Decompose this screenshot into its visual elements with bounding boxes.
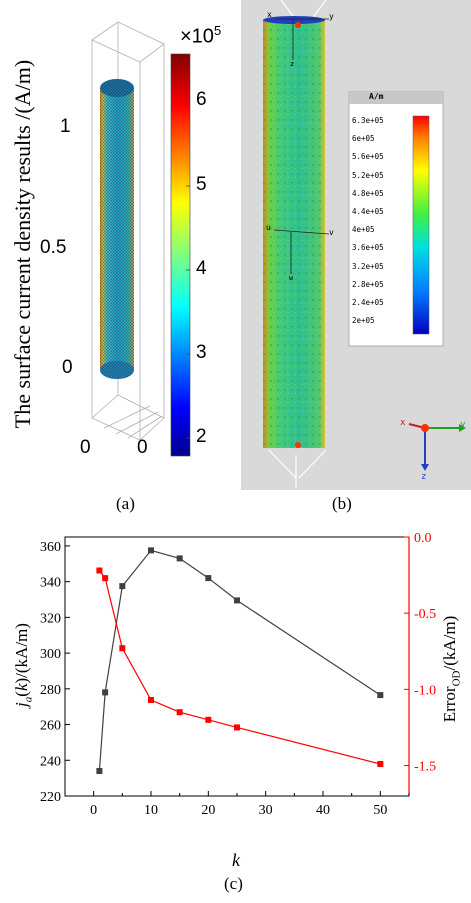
legend-colorbar-b: [412, 115, 430, 335]
axis-label-mid-v: v: [329, 228, 334, 237]
triad-label-x: x: [400, 418, 406, 428]
series-line-1: [98, 549, 381, 772]
caption-c: (c): [224, 874, 243, 893]
caption-b: (b): [332, 494, 352, 513]
series-2-point: [102, 575, 109, 582]
axis-triad: [408, 423, 466, 471]
colorbar-a-ticks: [186, 100, 190, 439]
series-2-point: [377, 761, 384, 768]
caption-a: (a): [116, 494, 135, 513]
y-left-tick-label: 320: [40, 611, 61, 626]
panel-a-bottom-tick-1: 0: [80, 437, 91, 458]
legend-value: 6.3e+05: [352, 116, 384, 125]
plot-frame: [64, 536, 410, 797]
legend-title-b: A/m: [369, 92, 384, 101]
legend-value: 3.2e+05: [352, 261, 384, 271]
y-left-tick-label: 280: [40, 683, 61, 698]
panel-a-ylabel: The surface current density results /(A/…: [10, 59, 35, 429]
y-right-tick-label: -1.5: [414, 760, 436, 775]
panel-a-tick-1: 1: [60, 116, 71, 137]
colorbar-tick-5: 5: [196, 174, 207, 195]
legend-title-bar: [349, 92, 443, 104]
chart-xlabel: k: [232, 850, 240, 870]
y-left-tick-label: 300: [40, 647, 61, 662]
series-line-2: [98, 570, 381, 765]
chart-ylabel-right: ErrorOD/(kA/m): [440, 615, 463, 723]
y-left-tick-label: 240: [40, 754, 61, 769]
series-1-point: [176, 555, 183, 562]
panel-b: A/m 6.3e+05 6e+05 5.6e+05 5.2e+05 4.8e+0…: [241, 0, 471, 490]
series-1-point: [96, 767, 103, 774]
panel-a-figure: [91, 21, 191, 457]
panel-a-tick-0: 0: [62, 357, 73, 378]
panel-a-tick-05: 0.5: [40, 237, 67, 258]
panel-c: 0 10 20 30 40 50 220 240 260 280 300 320 340 360 0.0 -0…: [0, 520, 471, 898]
y-right-tick-label: 0.0: [414, 531, 432, 546]
axes-top: [276, 18, 329, 60]
x-tick-label: 50: [373, 803, 387, 818]
legend-value: 2.8e+05: [352, 279, 384, 289]
series-2-point: [205, 716, 212, 723]
legend-value: 5.2e+05: [352, 170, 384, 180]
x-tick-label: 20: [201, 803, 215, 818]
y-left-tick-label: 260: [40, 719, 61, 734]
series-1-point: [205, 575, 212, 582]
axis-label-mid-w: w: [289, 274, 294, 282]
chart-ylabel-left: ja(k)/(kA/m): [12, 623, 35, 707]
y-right-tick-label: -1.0: [414, 683, 436, 698]
axis-label-mid-u: u: [266, 223, 271, 232]
colorbar-tick-3: 3: [196, 342, 207, 363]
series-1-point: [234, 597, 240, 604]
legend-values-b: 6.3e+05 6e+05 5.6e+05 5.2e+05 4.8e+05 4.…: [352, 112, 412, 330]
colorbar-exponent: ×105: [180, 23, 222, 48]
line-chart: 0 10 20 30 40 50 220 240 260 280 300 320 340 360 0.0 -0…: [40, 531, 436, 818]
x-tick-label: 0: [90, 803, 97, 818]
series-1-point: [377, 692, 384, 699]
axis-label-top-z: z: [290, 60, 295, 68]
legend-value: 6e+05: [352, 134, 375, 144]
axes-mid: [273, 229, 330, 274]
y-right-tick-label: -0.5: [414, 607, 436, 622]
x-tick-label: 10: [144, 803, 158, 818]
legend-value: 4.8e+05: [352, 188, 384, 198]
legend-value: 5.6e+05: [352, 152, 384, 162]
y-left-tick-label: 340: [40, 576, 61, 591]
panel-b-figure: [263, 0, 466, 488]
triad-label-y: y: [460, 420, 466, 430]
axis-label-top-x: x: [267, 10, 272, 19]
triad-label-z: z: [421, 472, 427, 482]
y-left-tick-label: 220: [40, 790, 61, 805]
series-2-point: [119, 645, 126, 652]
y-left-tick-label: 360: [40, 540, 61, 555]
colorbar-tick-6: 6: [196, 89, 207, 110]
series-2-point: [234, 724, 240, 731]
colorbar-tick-2: 2: [196, 426, 207, 447]
legend-value: 4.4e+05: [352, 207, 384, 217]
cylinder-a: [100, 79, 134, 379]
colorbar-tick-4: 4: [196, 258, 207, 279]
panel-a: The surface current density results /(A/…: [0, 0, 240, 520]
series-2-point: [176, 709, 183, 716]
legend-value: 4e+05: [352, 225, 375, 235]
legend-value: 2.4e+05: [352, 298, 384, 308]
cylinder-b: [263, 16, 325, 448]
series-1-point: [102, 689, 109, 696]
x-tick-label: 40: [316, 803, 330, 818]
series-1-point: [119, 583, 126, 590]
series-2-point: [148, 697, 154, 704]
panel-a-bottom-tick-2: 0: [137, 437, 148, 458]
x-tick-label: 30: [259, 803, 273, 818]
colorbar-a: [170, 53, 191, 457]
legend-value: 3.6e+05: [352, 243, 384, 253]
series-1-point: [148, 547, 154, 554]
legend-value: 2e+05: [352, 316, 375, 326]
axis-label-top-y: y: [329, 12, 334, 21]
series-2-point: [96, 567, 103, 574]
